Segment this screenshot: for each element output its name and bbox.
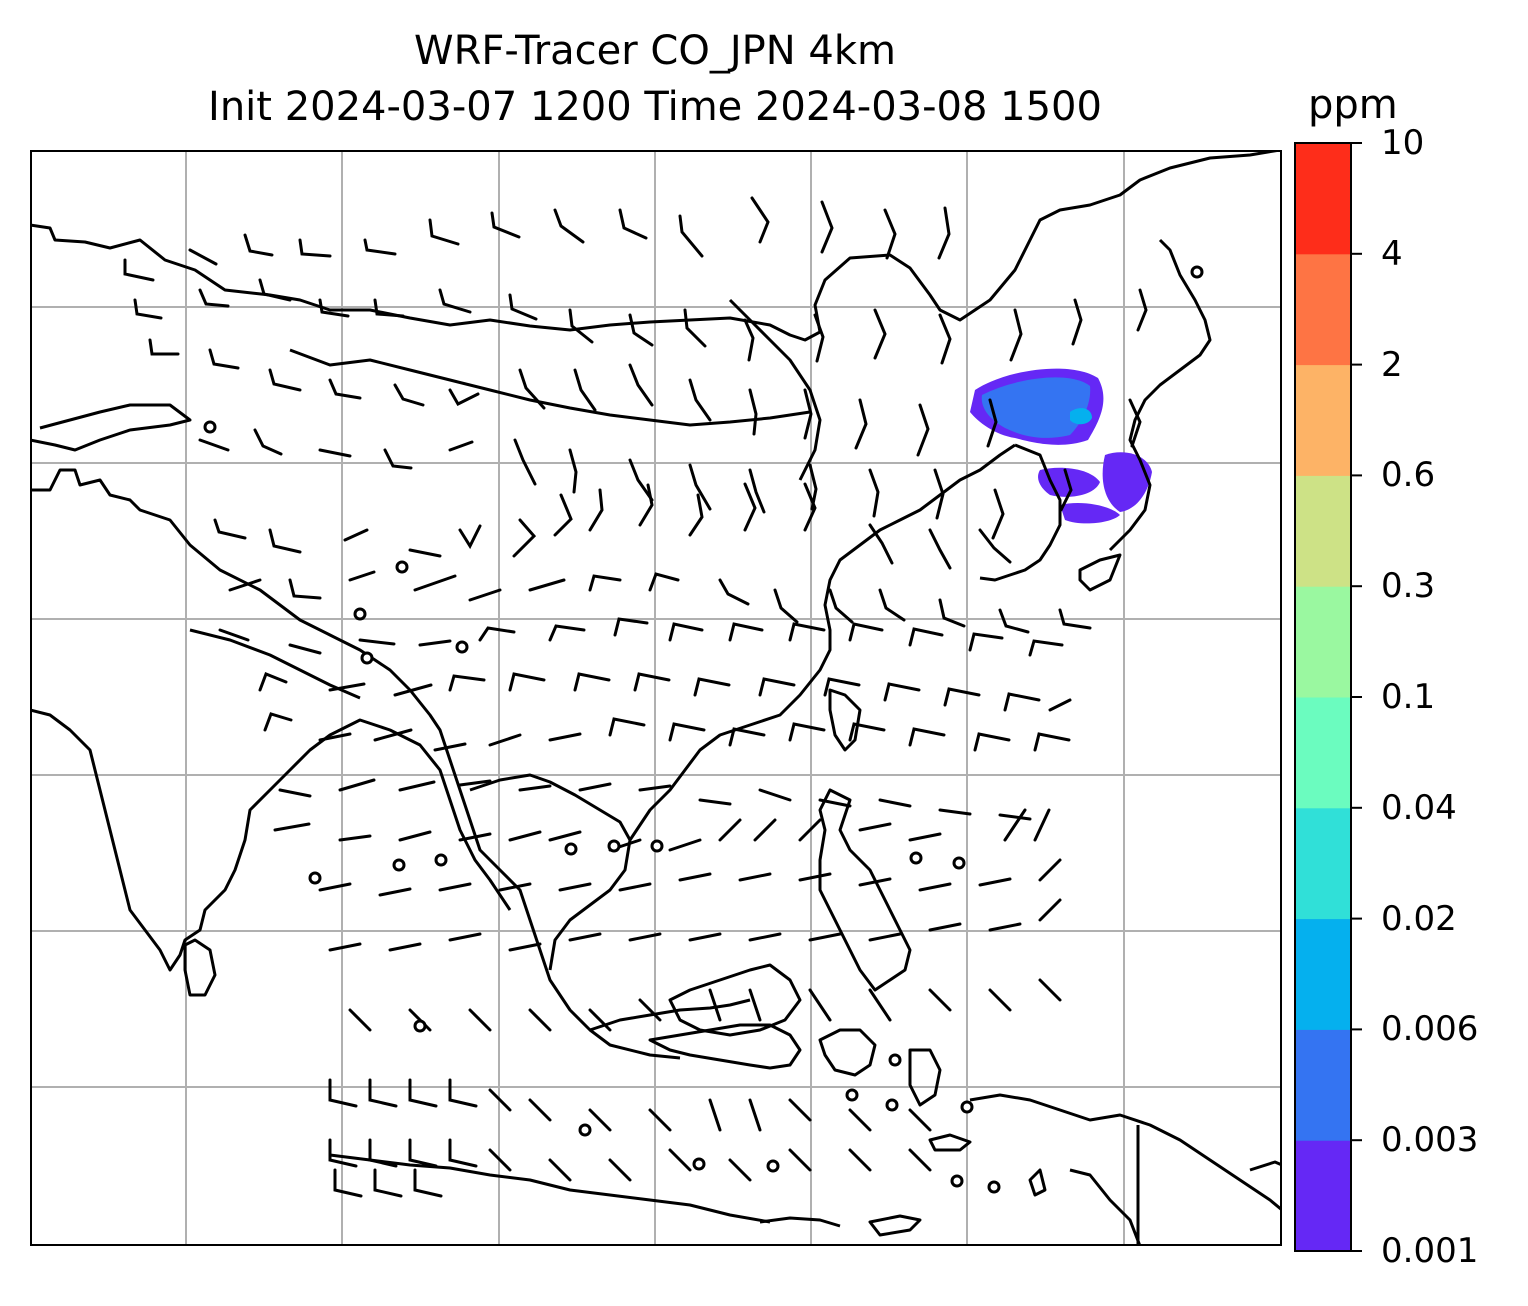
- colorbar-tick-label: 0.001: [1381, 1231, 1479, 1271]
- colorbar-ticks: [1351, 142, 1362, 1252]
- colorbar-band: [1295, 807, 1351, 920]
- colorbar-tick-label: 10: [1381, 123, 1425, 163]
- colorbar-band: [1295, 253, 1351, 366]
- colorbar-band: [1295, 1140, 1351, 1252]
- colorbar: [1294, 142, 1362, 1252]
- map-title-line2: Init 2024-03-07 1200 Time 2024-03-08 150…: [208, 84, 1102, 130]
- colorbar-band: [1295, 475, 1351, 587]
- colorbar-tick-label: 0.1: [1381, 677, 1436, 717]
- map-border: [30, 150, 1282, 1246]
- colorbar-band: [1295, 143, 1351, 255]
- colorbar-tick-label: 0.3: [1381, 566, 1436, 607]
- colorbar-tick-label: 0.02: [1381, 898, 1457, 939]
- co-tracer-plume: [970, 368, 1152, 524]
- colorbar-tick-label: 4: [1381, 233, 1403, 274]
- colorbar-band: [1295, 697, 1351, 809]
- colorbar-tick-label: 0.003: [1381, 1120, 1479, 1161]
- colorbar-tick-label: 0.6: [1381, 455, 1436, 496]
- colorbar-band: [1295, 918, 1351, 1030]
- colorbar-band: [1295, 364, 1351, 476]
- colorbar-bands: [1295, 143, 1351, 1252]
- coastlines: [30, 150, 1282, 1246]
- colorbar-tick-label: 0.006: [1381, 1009, 1479, 1050]
- colorbar-band: [1295, 586, 1351, 698]
- colorbar-tick-label: 0.04: [1381, 787, 1457, 828]
- colorbar-band: [1295, 1029, 1351, 1141]
- colorbar-tick-label: 2: [1381, 344, 1403, 385]
- calm-wind-circles: [203, 265, 1204, 1194]
- map-title-line1: WRF-Tracer CO_JPN 4km: [414, 28, 896, 74]
- colorbar-unit-label: ppm: [1308, 82, 1398, 128]
- gridlines: [30, 150, 1282, 1246]
- wind-barbs: [123, 196, 1148, 1198]
- map-panel: [30, 150, 1282, 1246]
